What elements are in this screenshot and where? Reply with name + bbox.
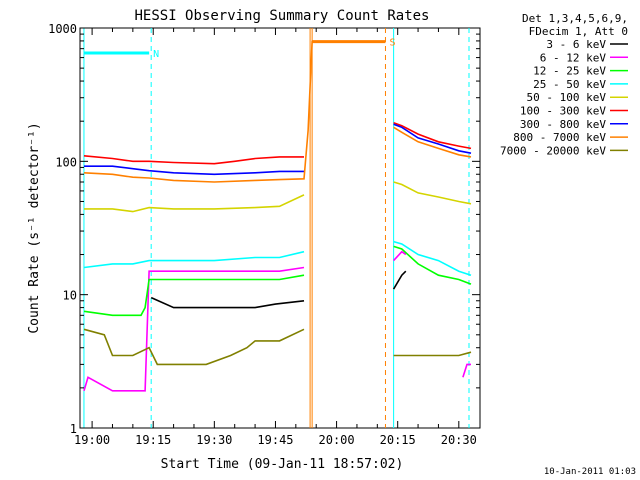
y-tick-label: 100 bbox=[55, 155, 77, 169]
y-tick-label: 1000 bbox=[48, 22, 77, 36]
x-tick-label: 20:30 bbox=[441, 433, 477, 447]
x-tick-label: 19:15 bbox=[135, 433, 171, 447]
x-tick-label: 20:15 bbox=[380, 433, 416, 447]
series-layer bbox=[83, 40, 472, 392]
series-line-4 bbox=[84, 181, 472, 213]
chart-title: HESSI Observing Summary Count Rates bbox=[134, 8, 429, 24]
annotation-label-0: N bbox=[153, 49, 159, 60]
x-axis: 19:00 19:15 19:30 19:45 20:00 20:15 20:30 bbox=[74, 28, 477, 447]
series-line-6 bbox=[84, 123, 472, 176]
legend-entry: 25 - 50 keV bbox=[533, 78, 606, 91]
vertical-markers bbox=[83, 28, 470, 428]
series-line-5 bbox=[83, 121, 472, 165]
series-line-3 bbox=[83, 240, 472, 276]
annotation-layer: NS bbox=[83, 38, 396, 60]
x-axis-label: Start Time (09-Jan-11 18:57:02) bbox=[161, 457, 404, 472]
series-line-7 bbox=[83, 40, 472, 183]
legend-entry: 300 - 800 keV bbox=[520, 118, 606, 131]
plot-frame bbox=[79, 27, 481, 429]
series-line-8 bbox=[83, 328, 472, 366]
legend-entry: 800 - 7000 keV bbox=[513, 131, 606, 144]
legend-entry: 7000 - 20000 keV bbox=[500, 144, 606, 157]
x-tick-label: 19:30 bbox=[196, 433, 232, 447]
y-tick-label: 1 bbox=[70, 422, 77, 436]
footer-date: 10-Jan-2011 01:03 bbox=[544, 467, 636, 477]
legend-header: Det 1,3,4,5,6,9, bbox=[522, 12, 628, 25]
y-tick-label: 10 bbox=[63, 289, 77, 303]
plot-border bbox=[79, 27, 481, 429]
x-tick-label: 19:00 bbox=[74, 433, 110, 447]
x-tick-label: 19:45 bbox=[257, 433, 293, 447]
series-line-1 bbox=[83, 250, 471, 392]
legend-entry: 3 - 6 keV bbox=[546, 38, 606, 51]
series-line-2 bbox=[83, 245, 472, 317]
legend-entry: 6 - 12 keV bbox=[540, 51, 607, 64]
legend-header: FDecim 1, Att 0 bbox=[529, 25, 628, 38]
legend-entry: 100 - 300 keV bbox=[520, 105, 606, 118]
legend-entry: 12 - 25 keV bbox=[533, 65, 606, 78]
legend-entry: 50 - 100 keV bbox=[527, 91, 607, 104]
annotation-label-1: S bbox=[389, 38, 395, 49]
y-axis-label: Count Rate (s⁻¹ detector⁻¹) bbox=[27, 122, 42, 333]
x-tick-label: 20:00 bbox=[319, 433, 355, 447]
legend: Det 1,3,4,5,6,9,FDecim 1, Att 03 - 6 keV… bbox=[500, 12, 628, 157]
y-axis: 1 10 100 1000 bbox=[48, 22, 480, 436]
series-line-0 bbox=[150, 270, 407, 309]
